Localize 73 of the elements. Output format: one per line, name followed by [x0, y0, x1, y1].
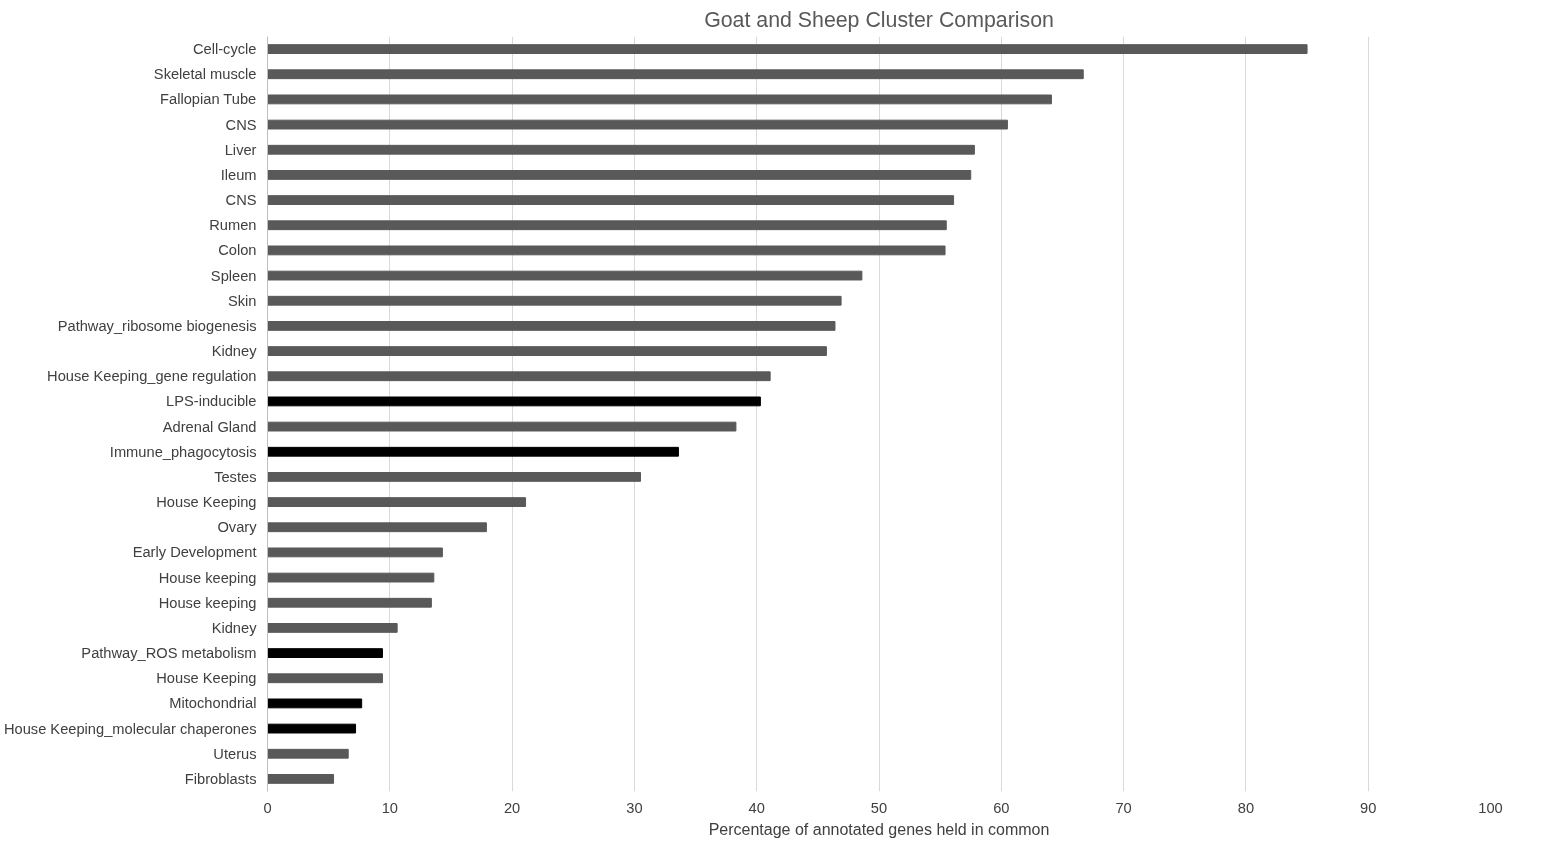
y-tick-label: Ovary	[217, 519, 258, 536]
bar	[267, 371, 771, 382]
bar	[267, 597, 432, 608]
bar	[267, 446, 679, 457]
y-tick-label: Pathway_ribosome biogenesis	[57, 317, 257, 334]
x-tick-label: 30	[626, 799, 643, 816]
y-tick-label: Uterus	[213, 745, 257, 762]
x-tick-label: 100	[1478, 799, 1503, 816]
y-tick-label: Fallopian Tube	[160, 91, 257, 108]
y-tick-label: CNS	[225, 192, 257, 209]
y-tick-label: Rumen	[209, 217, 257, 234]
bar	[267, 421, 737, 432]
x-axis-title: Percentage of annotated genes held in common	[708, 820, 1050, 838]
bar	[267, 698, 363, 709]
x-tick-label: 40	[748, 799, 765, 816]
bar	[267, 44, 1308, 54]
bar	[267, 220, 947, 231]
bar	[267, 69, 1084, 80]
y-tick-label: Testes	[214, 468, 257, 485]
y-tick-label: Immune_phagocytosis	[109, 443, 257, 460]
bar	[267, 321, 836, 331]
x-tick-label: 70	[1115, 799, 1132, 816]
x-tick-label: 90	[1360, 799, 1377, 816]
bar	[267, 497, 527, 507]
y-tick-label: House Keeping	[156, 494, 257, 511]
y-tick-label: House Keeping_gene regulation	[47, 368, 257, 385]
bar	[267, 195, 955, 205]
y-tick-label: Kidney	[211, 343, 258, 360]
y-tick-label: Colon	[218, 242, 257, 259]
bar	[267, 547, 443, 558]
bar	[267, 270, 863, 281]
y-tick-label: LPS-inducible	[166, 393, 257, 410]
bar	[267, 94, 1052, 105]
bar	[267, 648, 383, 658]
y-tick-label: Mitochondrial	[169, 695, 257, 712]
y-tick-label: Skeletal muscle	[153, 66, 257, 83]
y-tick-label: House Keeping_molecular chaperones	[3, 720, 257, 737]
y-tick-label: House keeping	[158, 569, 257, 586]
y-tick-label: Fibroblasts	[184, 770, 257, 787]
y-tick-label: CNS	[225, 116, 257, 133]
bar	[267, 245, 946, 256]
chart-title: Goat and Sheep Cluster Comparison	[704, 7, 1054, 32]
bar	[267, 295, 842, 306]
bar	[267, 170, 972, 180]
bar	[267, 774, 335, 784]
bar	[267, 396, 761, 407]
y-tick-label: Ileum	[220, 166, 257, 183]
bar	[267, 144, 975, 155]
bar	[267, 346, 827, 356]
y-tick-label: Cell-cycle	[192, 41, 257, 58]
x-tick-label: 0	[263, 799, 272, 816]
y-tick-label: Adrenal Gland	[162, 418, 257, 435]
bar	[267, 623, 398, 633]
x-tick-label: 60	[993, 799, 1010, 816]
x-tick-label: 50	[870, 799, 888, 816]
x-tick-label: 80	[1237, 799, 1255, 816]
bar	[267, 572, 435, 583]
y-tick-label: Skin	[227, 292, 257, 309]
y-tick-label: House keeping	[158, 594, 257, 611]
x-tick-label: 20	[503, 799, 521, 816]
y-tick-label: Kidney	[211, 619, 258, 636]
x-tick-label: 10	[381, 799, 398, 816]
bar	[267, 472, 642, 482]
y-tick-label: Pathway_ROS metabolism	[81, 645, 257, 662]
y-tick-label: Early Development	[132, 544, 257, 561]
bar	[267, 748, 349, 759]
bar	[267, 673, 383, 684]
bar	[267, 119, 1008, 130]
bar	[267, 723, 357, 734]
y-tick-label: Liver	[224, 141, 257, 158]
bar	[267, 522, 487, 533]
y-tick-label: House Keeping	[156, 670, 257, 687]
y-tick-label: Spleen	[210, 267, 257, 284]
